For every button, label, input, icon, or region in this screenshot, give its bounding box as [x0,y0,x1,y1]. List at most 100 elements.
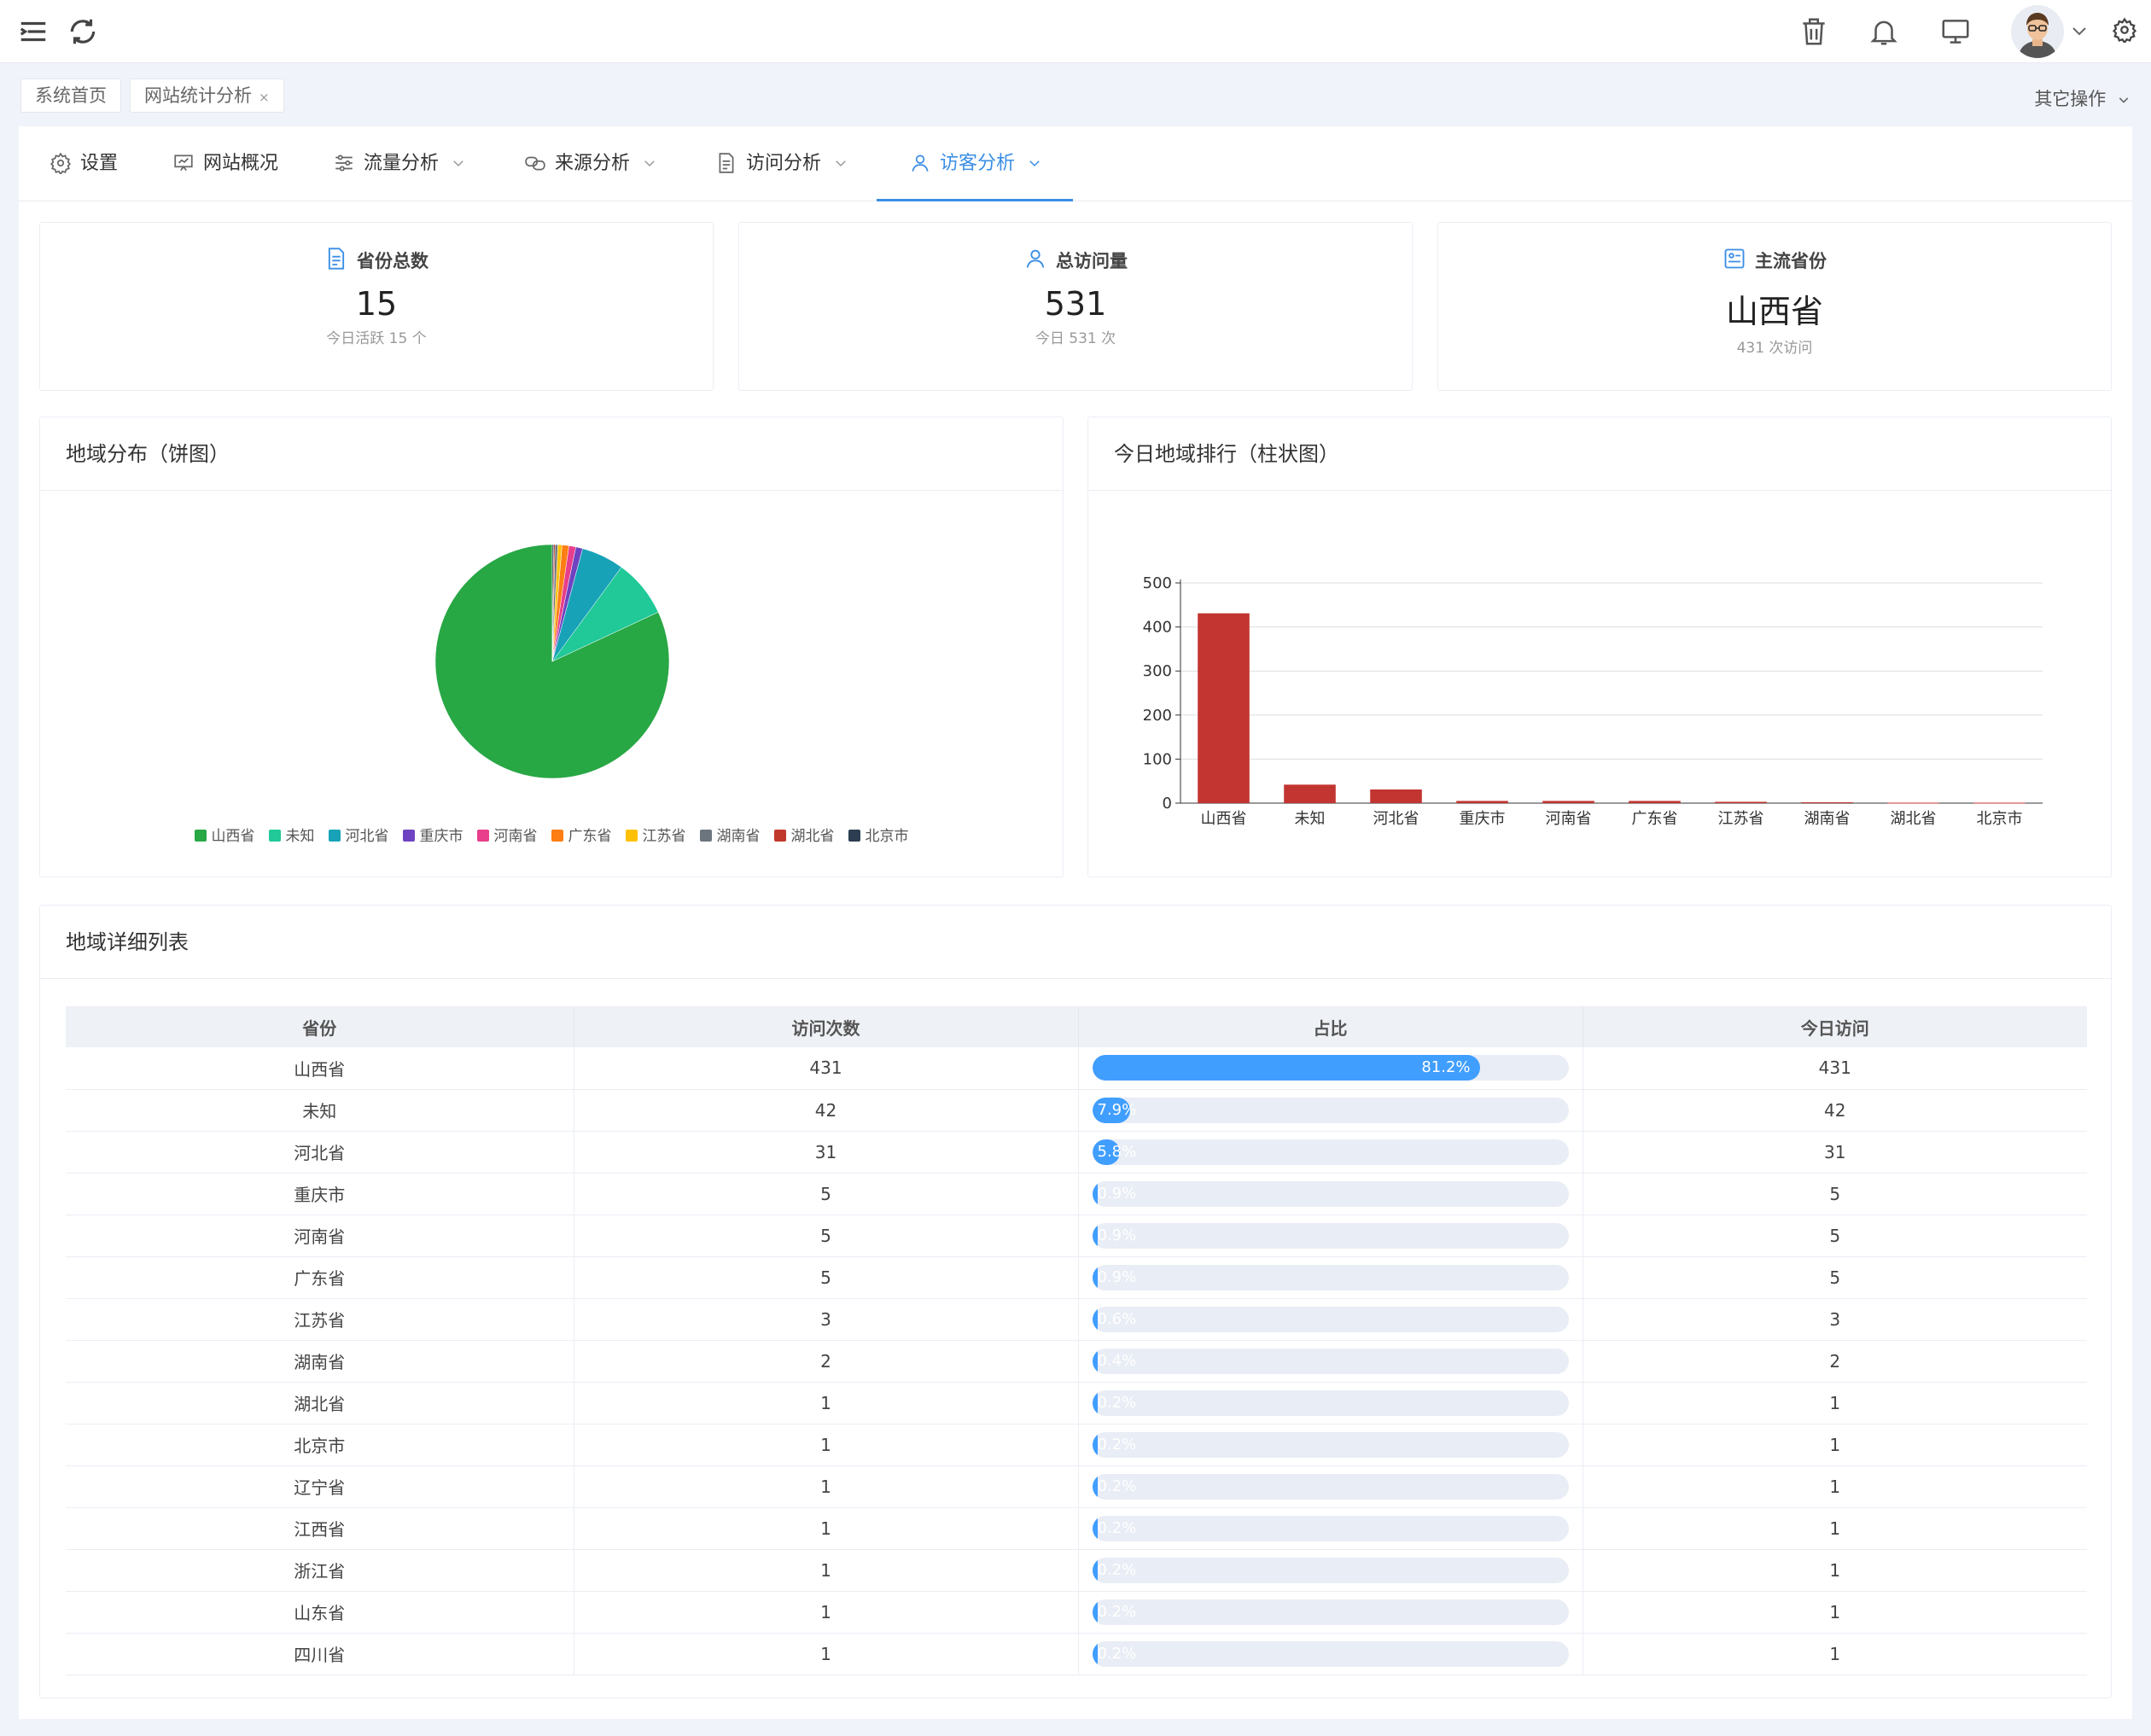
progress-label: 0.2% [1097,1644,1137,1663]
y-tick-label: 100 [1143,750,1172,768]
legend-item[interactable]: 湖南省 [699,824,761,845]
legend-label: 山西省 [211,828,255,845]
progress-bar: 0.2% [1092,1473,1569,1500]
bar-8[interactable] [1887,802,1939,804]
legend-item[interactable]: 河南省 [476,824,538,845]
tab-source[interactable]: 来源分析 [524,126,657,201]
bar-7[interactable] [1801,801,1853,803]
legend-item[interactable]: 未知 [268,824,315,845]
cell-today: 5 [1583,1215,2087,1257]
tag-home[interactable]: 系统首页 [20,79,121,113]
x-tick-label: 河北省 [1373,810,1419,828]
cell-visits: 1 [574,1549,1079,1592]
legend-item[interactable]: 北京市 [848,824,909,845]
cell-province: 山西省 [66,1047,574,1090]
progress-fill [1092,1097,1130,1123]
y-tick-label: 500 [1143,574,1172,592]
bar-6[interactable] [1715,801,1767,803]
progress-label: 7.9% [1097,1100,1137,1119]
tab-settings[interactable]: 设置 [50,126,118,201]
bar-9[interactable] [1973,802,2026,804]
legend-item[interactable]: 湖北省 [773,824,835,845]
progress-fill [1092,1139,1120,1165]
progress-bar: 5.8% [1092,1139,1569,1165]
close-icon[interactable]: × [259,90,270,105]
cell-visits: 5 [574,1256,1079,1299]
x-tick-label: 江苏省 [1718,810,1764,828]
cell-province: 河北省 [66,1131,574,1174]
cell-ratio: 0.2% [1078,1591,1583,1634]
bar-5[interactable] [1629,801,1681,803]
legend-swatch [194,830,207,842]
legend-item[interactable]: 山西省 [194,824,255,845]
bar-4[interactable] [1542,801,1594,803]
progress-fill [1092,1389,1098,1416]
bar-0[interactable] [1198,613,1250,803]
progress-label: 0.9% [1097,1226,1137,1244]
legend-item[interactable]: 重庆市 [402,824,463,845]
cell-visits: 2 [574,1340,1079,1383]
progress-label: 0.2% [1097,1602,1137,1621]
cell-today: 1 [1583,1549,2087,1592]
other-ops-dropdown[interactable]: 其它操作 [2034,85,2131,111]
x-tick-label: 广东省 [1632,810,1678,828]
refresh-icon[interactable] [67,15,99,48]
cell-province: 重庆市 [66,1173,574,1215]
y-tick-label: 300 [1143,662,1172,680]
legend-label: 广东省 [568,828,612,845]
cell-visits: 1 [574,1424,1079,1466]
table-row: 湖南省 2 0.4% 2 [66,1340,2087,1383]
column-header[interactable]: 今日访问 [1583,1006,2087,1047]
tab-overview[interactable]: 网站概况 [172,126,278,201]
pie-slice-9[interactable] [551,544,554,662]
table-card: 地域详细列表 省份 访问次数 占比 今日访问 山西省 431 81.2% 431 未知 4… [39,905,2112,1698]
cell-today: 42 [1583,1089,2087,1132]
legend-item[interactable]: 江苏省 [625,824,686,845]
chevron-down-icon [2119,97,2129,103]
legend-item[interactable]: 广东省 [551,824,612,845]
legend-swatch [328,830,341,842]
pie-chart-card: 地域分布（饼图） 山西省 未知 河北省 重庆市 河南省 广东省 江苏省 湖南省 湖北省 北京市 [39,417,1064,877]
monitor-icon[interactable] [1939,15,1972,48]
column-header[interactable]: 占比 [1078,1006,1583,1047]
tab-visits[interactable]: 访问分析 [715,126,848,201]
legend-label: 湖南省 [716,828,761,845]
bar-2[interactable] [1370,789,1422,803]
cell-province: 江西省 [66,1507,574,1550]
column-header[interactable]: 省份 [66,1006,574,1047]
card-title: 今日地域排行（柱状图） [1088,417,2111,491]
bar-1[interactable] [1284,784,1336,803]
cell-ratio: 0.2% [1078,1465,1583,1508]
trash-icon[interactable] [1798,15,1830,48]
cell-visits: 1 [574,1507,1079,1550]
progress-fill [1092,1264,1098,1290]
column-header[interactable]: 访问次数 [574,1006,1079,1047]
cell-ratio: 0.2% [1078,1507,1583,1550]
pie-slice-0[interactable] [434,544,670,779]
bell-icon[interactable] [1868,15,1900,48]
table-row: 山西省 431 81.2% 431 [66,1047,2087,1090]
progress-fill [1092,1515,1098,1541]
tag-current[interactable]: 网站统计分析 × [130,79,284,113]
stat-value: 531 [1044,285,1107,323]
progress-bar: 0.9% [1092,1222,1569,1249]
progress-bar: 0.2% [1092,1389,1569,1416]
gear-icon[interactable] [2112,17,2137,45]
x-tick-label: 山西省 [1201,810,1247,828]
cell-ratio: 0.2% [1078,1633,1583,1675]
bar-3[interactable] [1456,801,1508,803]
cell-province: 江苏省 [66,1298,574,1341]
cell-province: 湖北省 [66,1382,574,1424]
menu-fold-icon[interactable] [17,15,50,48]
legend-label: 北京市 [865,828,909,845]
progress-label: 0.6% [1097,1309,1137,1328]
avatar[interactable] [2011,5,2064,58]
tab-traffic[interactable]: 流量分析 [333,126,466,201]
tab-visitors[interactable]: 访客分析 [877,126,1074,201]
legend-item[interactable]: 河北省 [328,824,389,845]
chevron-down-icon[interactable] [2069,20,2090,41]
legend-swatch [848,830,860,842]
cell-province: 湖南省 [66,1340,574,1383]
sliders-icon [333,131,355,172]
card-title: 地域分布（饼图） [40,417,1063,491]
